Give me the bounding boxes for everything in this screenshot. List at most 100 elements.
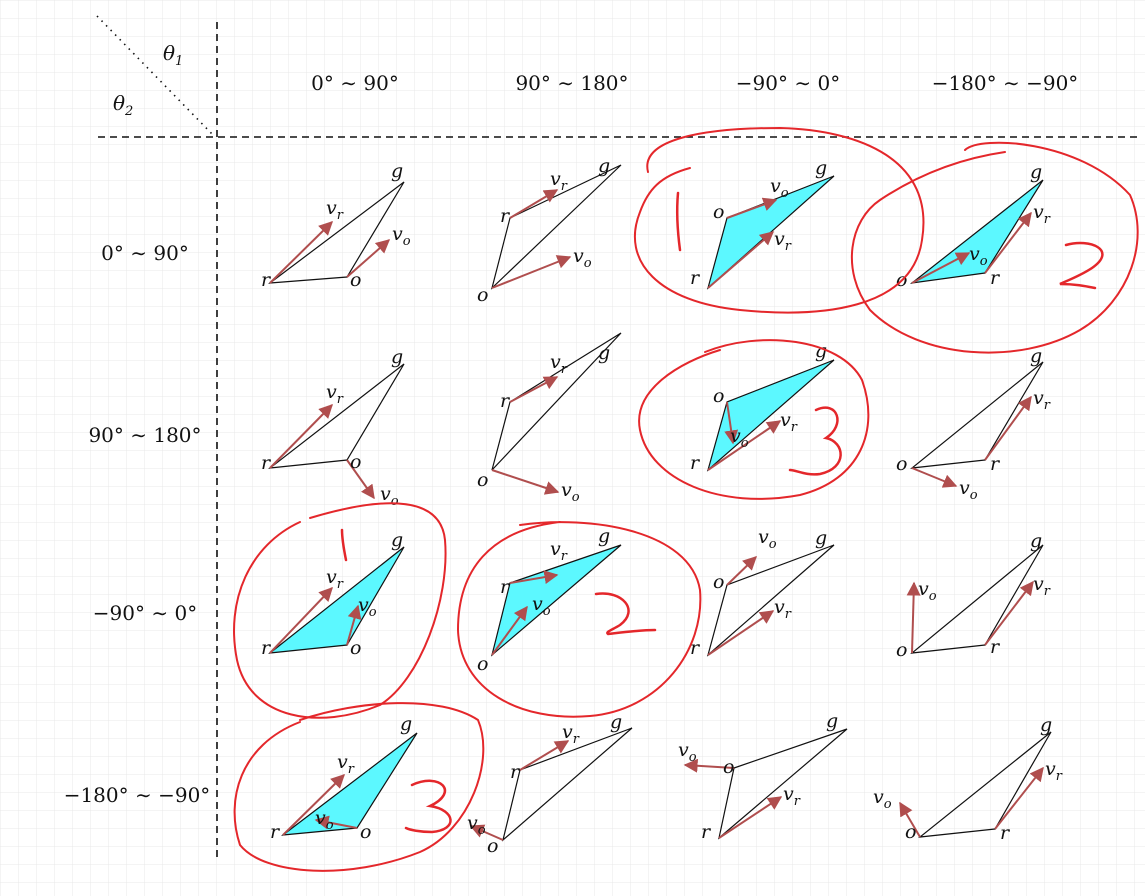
point-r-label: r: [500, 576, 511, 598]
handwritten-annotations: [233, 126, 1139, 872]
vr-arrow: [707, 231, 775, 289]
theta1-label: θ1: [163, 41, 183, 69]
vo-arrow: [491, 255, 572, 289]
point-r-label: r: [990, 636, 1001, 658]
triangle-rog: [909, 179, 1044, 284]
vr-label: vr: [326, 197, 344, 223]
point-g-label: g: [815, 527, 827, 549]
vo-label: vo: [467, 812, 486, 838]
vo-arrow: [491, 469, 560, 495]
vr-arrow: [994, 766, 1044, 830]
row-header: 90° ∼ 180°: [88, 423, 201, 447]
point-o-label: o: [713, 201, 724, 223]
vr-arrow: [707, 610, 775, 656]
point-r-label: r: [500, 205, 511, 227]
point-o-label: o: [477, 653, 488, 675]
vo-label: vo: [758, 526, 777, 552]
triangle-rog: [706, 544, 835, 657]
column-header: −90° ∼ 0°: [736, 71, 840, 95]
vo-label: vo: [573, 245, 592, 271]
vo-label: vo: [918, 578, 937, 604]
vr-arrow: [707, 420, 782, 471]
vo-arrow: [683, 758, 735, 773]
point-o-label: o: [477, 284, 488, 306]
row-header: −90° ∼ 0°: [93, 601, 197, 625]
handwritten-circle: [456, 521, 702, 718]
triangle-rog: [267, 363, 405, 469]
triangle-rog: [918, 731, 1052, 838]
point-o-label: o: [487, 835, 498, 857]
vr-arrow: [519, 740, 570, 771]
vo-label: vo: [969, 243, 988, 269]
vr-arrow: [269, 586, 333, 654]
column-header: −180° ∼ −90°: [932, 71, 1079, 95]
point-o-label: o: [713, 571, 724, 593]
handwritten-circle: [850, 141, 1139, 354]
column-header: 0° ∼ 90°: [311, 71, 399, 95]
vr-arrow: [269, 221, 333, 284]
triangle-rog: [706, 359, 835, 472]
point-o-label: o: [350, 269, 361, 291]
handwritten-circle: [638, 339, 870, 500]
row-header: 0° ∼ 90°: [101, 241, 189, 265]
point-o-label: o: [896, 639, 907, 661]
vr-label: vr: [562, 721, 580, 747]
point-o-label: o: [896, 453, 907, 475]
vo-label: vo: [380, 483, 399, 509]
vr-arrow: [269, 404, 333, 469]
vo-arrow: [724, 401, 739, 445]
point-g-label: g: [598, 525, 610, 547]
point-r-label: r: [270, 821, 281, 843]
triangle-rog: [267, 181, 405, 284]
vo-label: vo: [873, 786, 892, 812]
vo-arrow: [346, 239, 391, 278]
triangle-rog: [280, 732, 418, 836]
vo-label: vo: [392, 223, 411, 249]
vr-label: vr: [783, 783, 801, 809]
vo-arrow: [469, 824, 504, 841]
vo-arrow: [346, 604, 362, 646]
point-o-label: o: [477, 469, 488, 491]
point-r-label: r: [990, 453, 1001, 475]
vr-label: vr: [550, 168, 568, 194]
point-o-label: o: [360, 821, 371, 843]
vr-label: vr: [337, 751, 355, 777]
point-o-label: o: [905, 821, 916, 843]
point-g-label: g: [391, 160, 403, 182]
point-g-label: g: [1040, 714, 1052, 736]
vr-label: vr: [1045, 758, 1063, 784]
vo-arrow: [346, 459, 375, 500]
point-g-label: g: [815, 157, 827, 179]
vr-arrow: [509, 189, 559, 219]
vo-arrow: [726, 556, 758, 586]
point-r-label: r: [701, 821, 712, 843]
column-header: 90° ∼ 180°: [515, 71, 628, 95]
point-g-label: g: [391, 346, 403, 368]
vo-label: vo: [730, 425, 749, 451]
point-g-label: g: [598, 342, 610, 364]
point-g-label: g: [1030, 345, 1042, 367]
point-g-label: g: [400, 713, 412, 735]
triangle-rog: [490, 544, 622, 657]
row-header: −180° ∼ −90°: [64, 783, 211, 807]
vr-arrow: [509, 376, 559, 403]
handwritten-circle: [233, 502, 447, 719]
vr-label: vr: [326, 566, 344, 592]
vo-arrow: [911, 467, 958, 488]
vo-arrow: [906, 581, 921, 654]
vo-label: vo: [561, 479, 580, 505]
point-g-label: g: [391, 529, 403, 551]
point-r-label: r: [261, 452, 272, 474]
theta2-label: θ2: [113, 91, 133, 119]
